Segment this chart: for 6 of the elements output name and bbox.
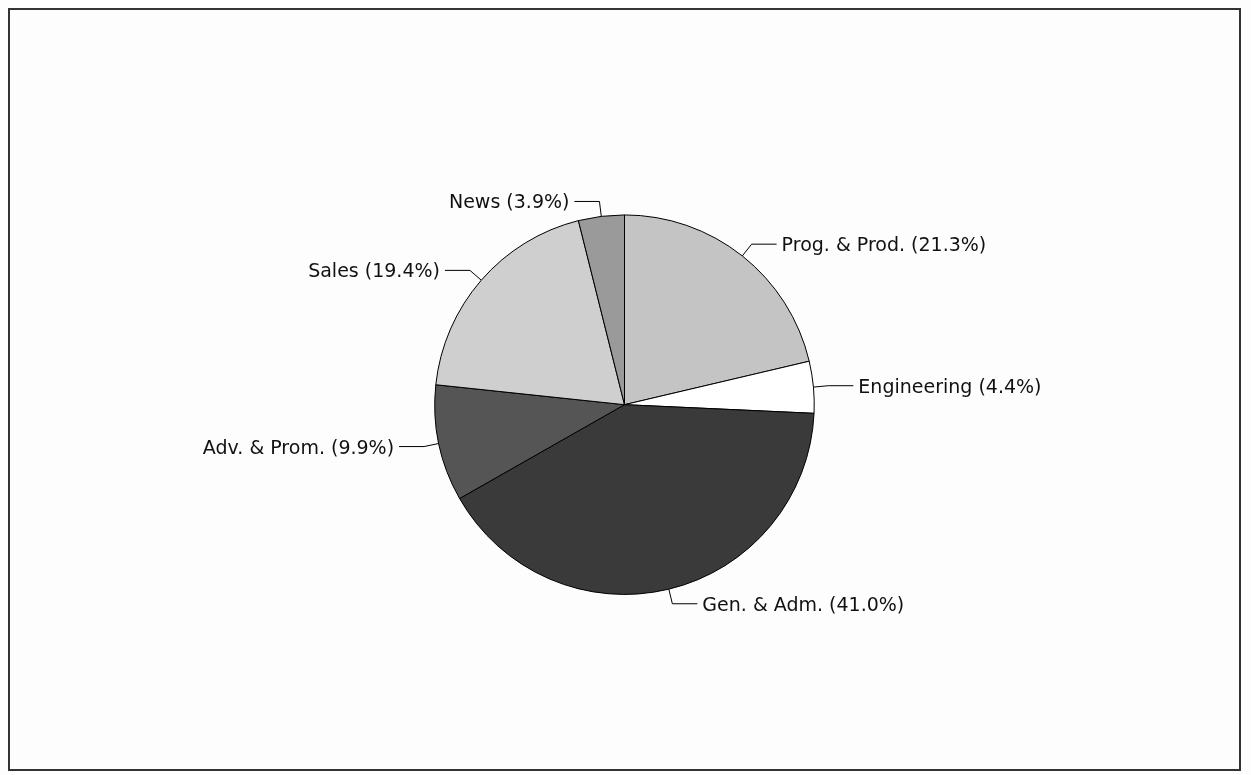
slice-label: News (3.9%) bbox=[448, 190, 570, 213]
slice-label: Prog. & Prod. (21.3%) bbox=[781, 233, 987, 256]
slice-label: Sales (19.4%) bbox=[308, 259, 440, 282]
slice-label: Engineering (4.4%) bbox=[858, 374, 1042, 397]
slice-label: Adv. & Prom. (9.9%) bbox=[202, 435, 395, 458]
slice-label: Gen. & Adm. (41.0%) bbox=[702, 592, 905, 615]
